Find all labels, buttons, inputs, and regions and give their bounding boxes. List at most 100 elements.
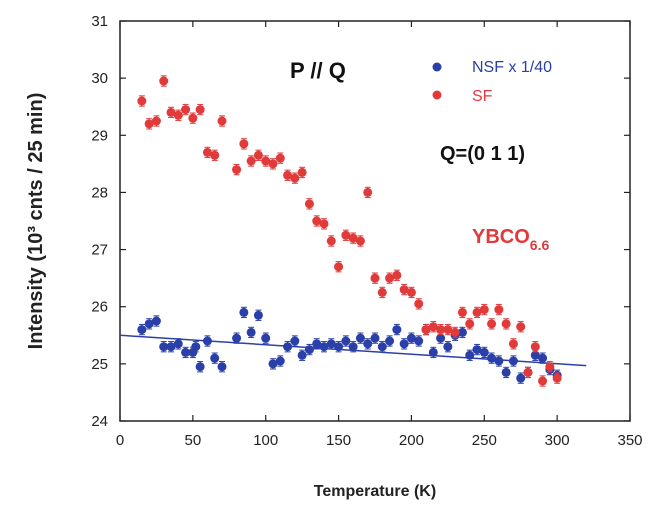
data-point [195, 362, 205, 372]
plot-frame [119, 20, 631, 422]
data-point [297, 167, 307, 177]
y-tick-label: 29 [91, 127, 108, 144]
data-point [290, 336, 300, 346]
data-point [385, 273, 395, 283]
data-point [363, 187, 373, 197]
data-point [188, 113, 198, 123]
data-point [297, 350, 307, 360]
data-point [319, 342, 329, 352]
data-point [304, 345, 314, 355]
data-point [341, 336, 351, 346]
data-point [414, 299, 424, 309]
series-sf [137, 75, 562, 387]
data-point [428, 322, 438, 332]
data-point [414, 336, 424, 346]
y-tick-label: 30 [91, 70, 108, 87]
x-axis-label: Temperature (K) [314, 483, 436, 500]
data-point [312, 216, 322, 226]
data-point [232, 333, 242, 343]
sample-subscript: 6.6 [530, 237, 550, 253]
data-point [399, 285, 409, 295]
data-point [290, 173, 300, 183]
data-point [181, 105, 191, 115]
x-tick-label: 250 [472, 432, 497, 449]
data-point [268, 159, 278, 169]
data-point [326, 339, 336, 349]
data-point [151, 316, 161, 326]
data-point [326, 236, 336, 246]
data-point [436, 333, 446, 343]
data-point [246, 156, 256, 166]
data-point [232, 165, 242, 175]
data-point [239, 139, 249, 149]
y-tick-label: 28 [91, 184, 108, 201]
data-point [385, 336, 395, 346]
sample-annotation: YBCO6.6 [472, 226, 549, 253]
data-point [137, 96, 147, 106]
data-point [501, 367, 511, 377]
y-tick-label: 25 [91, 356, 108, 373]
data-point [195, 105, 205, 115]
data-point [487, 319, 497, 329]
data-point [210, 353, 220, 363]
legend-label-nsf: NSF x 1/40 [472, 59, 552, 76]
series-nsf [119, 306, 587, 384]
data-point [261, 156, 271, 166]
data-point [530, 342, 540, 352]
data-point [348, 233, 358, 243]
x-tick-label: 50 [185, 432, 202, 449]
data-point [334, 262, 344, 272]
data-point [377, 287, 387, 297]
data-point [166, 342, 176, 352]
data-point [283, 170, 293, 180]
data-point [465, 319, 475, 329]
x-axis-ticks: 0 50 100 150 200 250 300 350 [116, 21, 643, 449]
data-point [137, 325, 147, 335]
legend-marker-sf [432, 90, 442, 100]
data-point [516, 322, 526, 332]
data-point [392, 270, 402, 280]
data-point [457, 327, 467, 337]
x-tick-label: 300 [545, 432, 570, 449]
data-point [217, 116, 227, 126]
data-point [370, 273, 380, 283]
data-point [253, 150, 263, 160]
data-point [268, 359, 278, 369]
x-tick-label: 350 [617, 432, 642, 449]
data-point [202, 336, 212, 346]
data-point [392, 325, 402, 335]
sample-main: YBCO [472, 226, 530, 248]
data-point [181, 347, 191, 357]
x-tick-label: 100 [253, 432, 278, 449]
data-point [508, 356, 518, 366]
data-point [144, 119, 154, 129]
data-point [253, 310, 263, 320]
data-point [479, 347, 489, 357]
x-tick-label: 0 [116, 432, 124, 449]
data-point [377, 342, 387, 352]
data-point [173, 339, 183, 349]
data-point [159, 76, 169, 86]
legend-marker-nsf [432, 62, 442, 72]
data-point [334, 342, 344, 352]
x-tick-label: 200 [399, 432, 424, 449]
data-point [312, 339, 322, 349]
data-point [472, 307, 482, 317]
x-tick-label: 150 [326, 432, 351, 449]
data-point [406, 333, 416, 343]
data-point [275, 356, 285, 366]
data-point [304, 199, 314, 209]
data-point [355, 333, 365, 343]
data-point [494, 305, 504, 315]
legend-label-sf: SF [472, 88, 493, 105]
data-point [355, 236, 365, 246]
data-point [406, 287, 416, 297]
y-axis-label: Intensity (10³ cnts / 25 min) [25, 93, 47, 350]
data-point [166, 107, 176, 117]
y-tick-label: 31 [91, 13, 108, 30]
data-point [538, 376, 548, 386]
data-point [319, 219, 329, 229]
data-point [283, 342, 293, 352]
data-point [443, 342, 453, 352]
data-point [363, 339, 373, 349]
